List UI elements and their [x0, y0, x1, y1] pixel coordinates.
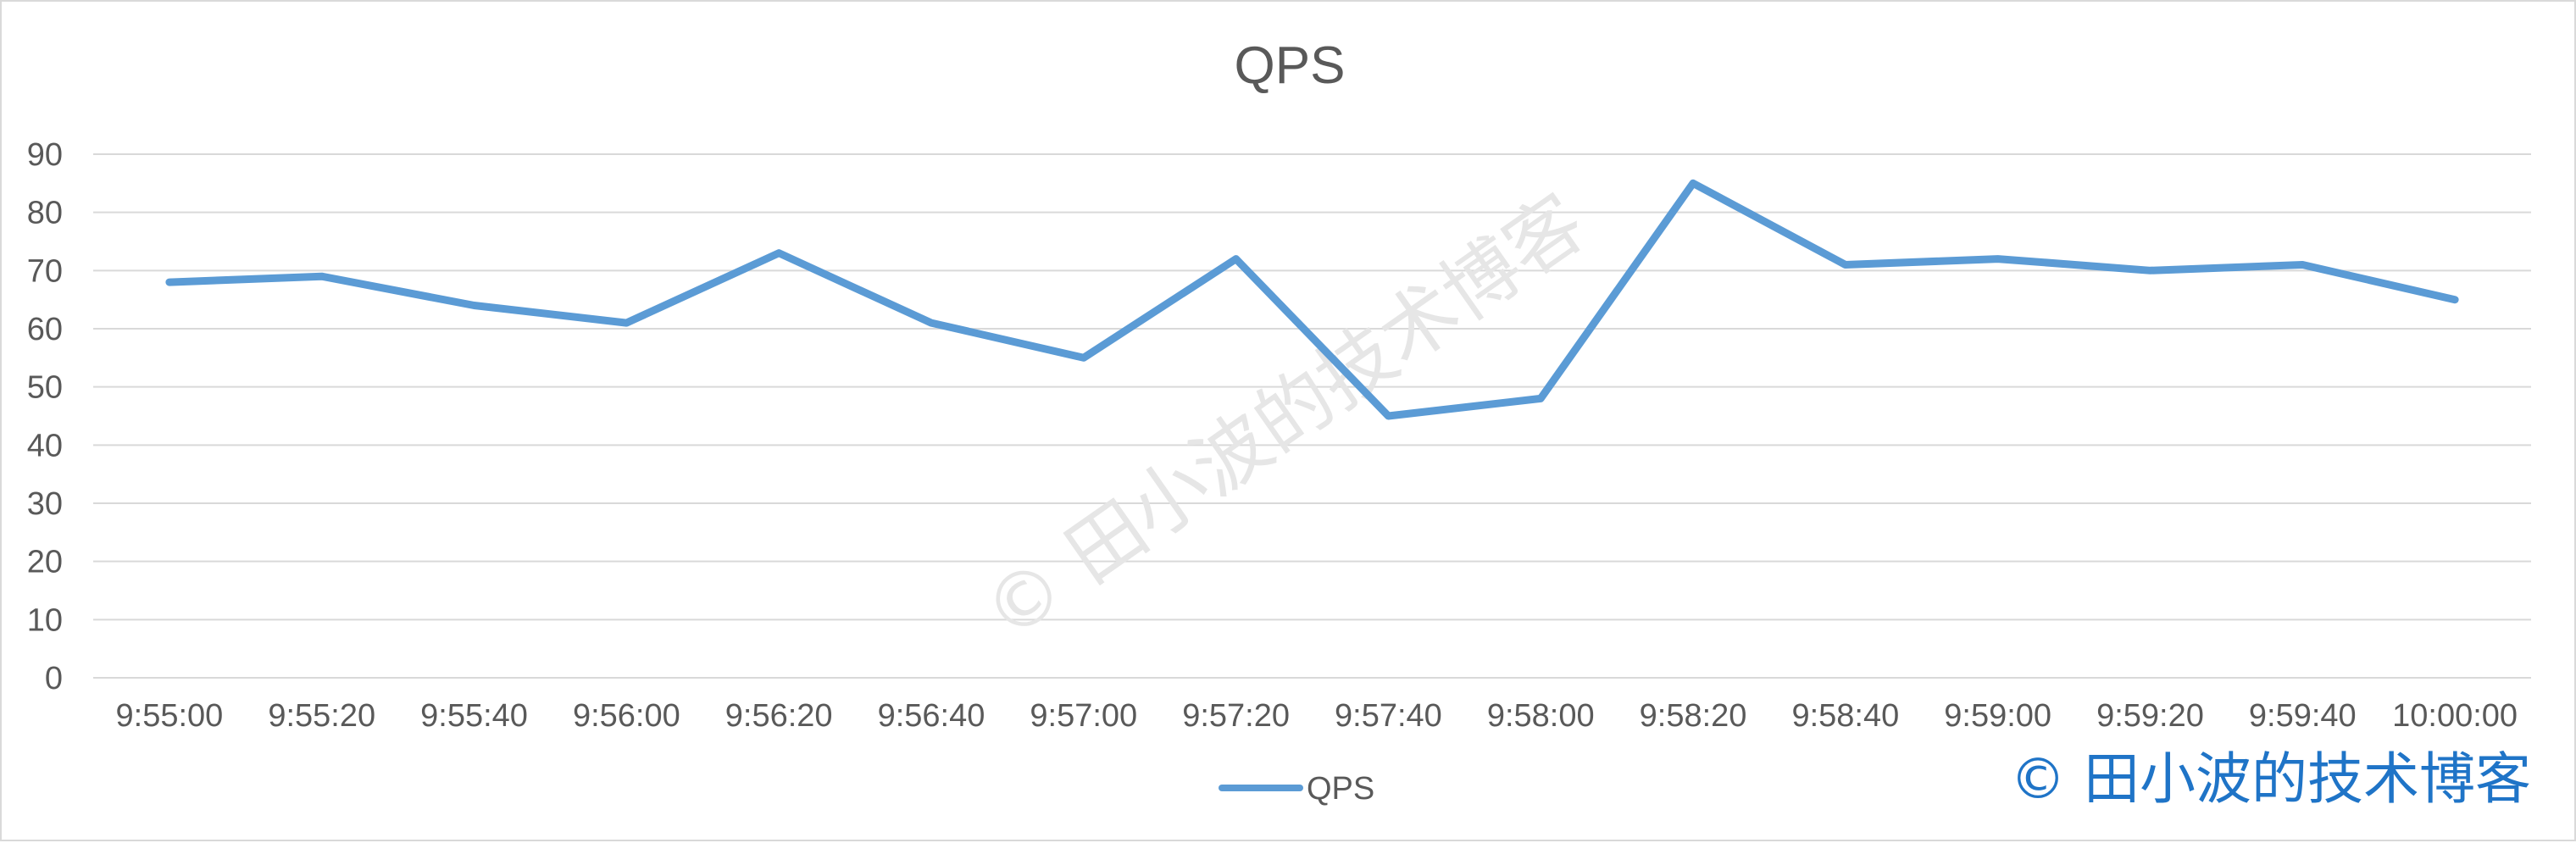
x-tick-label: 9:59:20 — [2096, 698, 2204, 734]
y-tick-label: 40 — [27, 428, 63, 463]
x-tick-label: 9:57:40 — [1335, 698, 1442, 734]
x-tick-label: 9:55:20 — [268, 698, 375, 734]
faint-watermark: © 田小波的技术博客 — [968, 178, 1601, 658]
watermark-text: © 田小波的技术博客 — [2010, 746, 2531, 812]
x-tick-label: 9:57:00 — [1030, 698, 1137, 734]
x-tick-label: 9:59:00 — [1944, 698, 2051, 734]
x-tick-label: 9:57:20 — [1182, 698, 1290, 734]
x-tick-label: 9:58:00 — [1487, 698, 1595, 734]
y-tick-label: 70 — [27, 253, 63, 289]
legend: QPS — [1222, 771, 1374, 807]
faint-watermark-text: © 田小波的技术博客 — [968, 178, 1601, 658]
x-tick-label: 9:58:20 — [1640, 698, 1747, 734]
y-tick-label: 0 — [45, 661, 63, 696]
x-tick-label: 9:59:40 — [2249, 698, 2357, 734]
x-tick-label: 9:56:00 — [573, 698, 680, 734]
x-tick-label: 9:56:20 — [725, 698, 833, 734]
y-tick-label: 10 — [27, 602, 63, 638]
y-tick-label: 20 — [27, 545, 63, 580]
y-tick-label: 80 — [27, 196, 63, 231]
y-tick-label: 90 — [27, 137, 63, 173]
y-tick-label: 60 — [27, 312, 63, 347]
x-axis-ticks: 9:55:00 9:55:20 9:55:40 9:56:00 9:56:20 9:56:… — [116, 698, 2518, 734]
x-tick-label: 9:55:00 — [116, 698, 224, 734]
y-tick-label: 50 — [27, 370, 63, 406]
x-tick-label: 10:00:00 — [2392, 698, 2518, 734]
legend-label: QPS — [1307, 771, 1374, 807]
chart-title: QPS — [1235, 36, 1346, 95]
y-axis-ticks: 0 10 20 30 40 50 60 70 80 90 — [27, 137, 63, 696]
y-tick-label: 30 — [27, 486, 63, 522]
x-tick-label: 9:58:40 — [1791, 698, 1899, 734]
x-tick-label: 9:55:40 — [420, 698, 528, 734]
x-tick-label: 9:56:40 — [878, 698, 985, 734]
